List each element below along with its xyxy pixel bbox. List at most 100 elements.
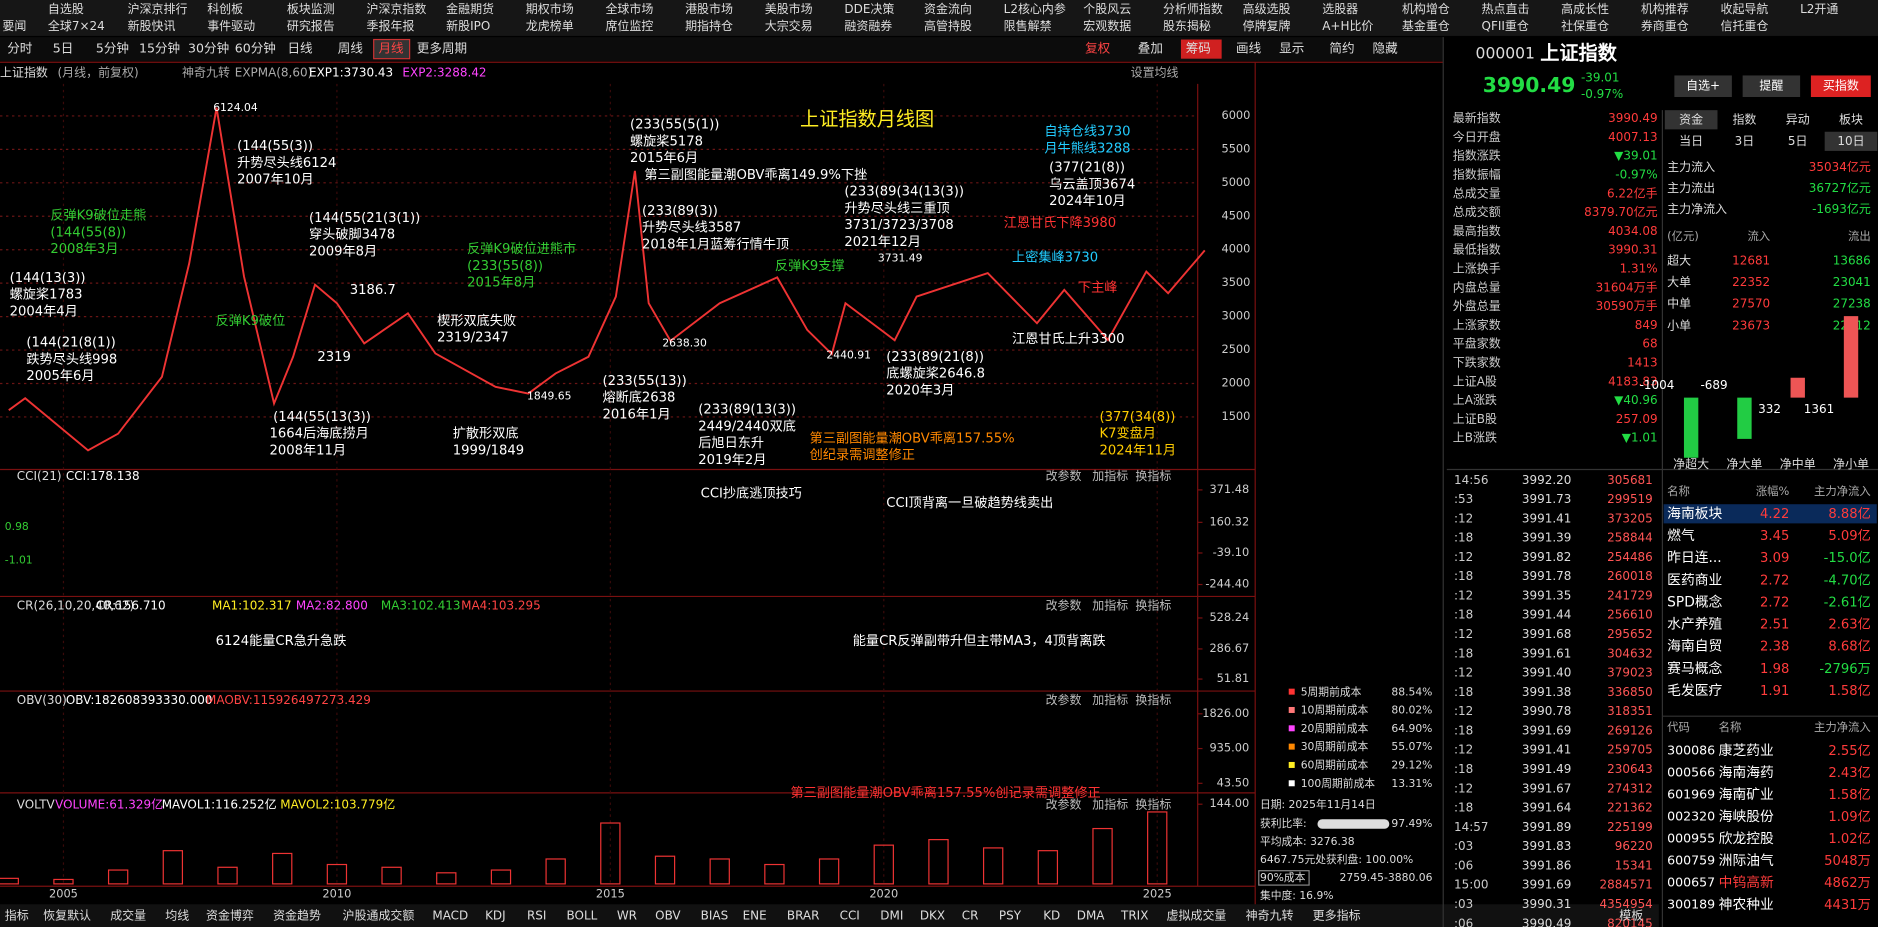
indicator-tab[interactable]: 神奇九转 xyxy=(1246,908,1294,923)
panel-tool[interactable]: 换指标 xyxy=(1135,598,1171,613)
menu-item[interactable]: 限售解禁 xyxy=(1004,18,1052,33)
sector-name[interactable]: SPD概念 xyxy=(1667,593,1722,610)
menu-item[interactable]: 事件驱动 xyxy=(207,19,255,33)
sector-name[interactable]: 水产养殖 xyxy=(1667,616,1722,633)
menu-item[interactable]: L2核心内参 xyxy=(1004,1,1066,16)
button[interactable]: 自选+ xyxy=(1686,79,1720,93)
menu-item[interactable]: 分析师指数 xyxy=(1163,1,1223,16)
indicator-tab[interactable]: BOLL xyxy=(567,909,598,923)
panel-tool[interactable]: 改参数 xyxy=(1046,598,1082,613)
menu-item[interactable]: L2开通 xyxy=(1800,2,1838,16)
indicator-tab[interactable]: RSI xyxy=(527,909,546,923)
sector-name[interactable]: 毛发医疗 xyxy=(1667,683,1722,699)
period-tab[interactable]: 更多周期 xyxy=(417,41,467,56)
panel-tool[interactable]: 加指标 xyxy=(1092,468,1128,483)
menu-item[interactable]: A+H比价 xyxy=(1322,19,1373,33)
menu-item[interactable]: 科创板 xyxy=(207,2,243,16)
indicator-tab[interactable]: WR xyxy=(617,909,637,923)
indicator-tab[interactable]: OBV xyxy=(655,909,681,923)
sector-name[interactable]: 海南自贸 xyxy=(1667,639,1722,655)
menu-item[interactable]: 高管持股 xyxy=(924,18,972,33)
indicator-tab[interactable]: KDJ xyxy=(485,909,506,923)
indicator-tab[interactable]: CR xyxy=(962,909,979,923)
menu-item[interactable]: 社保重仓 xyxy=(1561,18,1609,33)
period-tab[interactable]: 分时 xyxy=(7,41,33,56)
menu-item[interactable]: 停牌复牌 xyxy=(1243,18,1291,33)
stock-name[interactable]: 海南矿业 xyxy=(1719,787,1774,803)
indicator-tab[interactable]: DMA xyxy=(1077,909,1106,923)
stock-code[interactable]: 300086 xyxy=(1667,742,1715,757)
menu-item[interactable]: 股东揭秘 xyxy=(1163,18,1211,33)
stock-name[interactable]: 康芝药业 xyxy=(1719,742,1774,759)
menu-item[interactable]: 新股IPO xyxy=(446,18,490,33)
panel-tool[interactable]: 加指标 xyxy=(1092,598,1128,613)
stock-code[interactable]: 000955 xyxy=(1667,831,1715,846)
flow-tab[interactable]: 异动 xyxy=(1786,112,1810,126)
tool-button[interactable]: 画线 xyxy=(1236,41,1262,56)
sector-name[interactable]: 海南板块 xyxy=(1667,506,1722,522)
indicator-tab[interactable]: 资金趋势 xyxy=(273,908,321,923)
flow-period[interactable]: 5日 xyxy=(1788,134,1808,148)
tool-button[interactable]: 筹码 xyxy=(1186,41,1211,56)
menu-item[interactable]: 高成长性 xyxy=(1561,1,1609,16)
indicator-tab[interactable]: CCI xyxy=(840,909,860,923)
stock-code[interactable]: 000657 xyxy=(1667,875,1715,890)
menu-item[interactable]: 沪深京排行 xyxy=(128,2,188,16)
sector-name[interactable]: 医药商业 xyxy=(1667,572,1722,588)
menu-item[interactable]: 要闻 xyxy=(2,19,26,33)
setting-link[interactable]: 设置均线 xyxy=(1131,66,1179,80)
period-tab[interactable]: 5分钟 xyxy=(96,41,129,56)
menu-item[interactable]: 金融期货 xyxy=(446,1,494,16)
tool-button[interactable]: 叠加 xyxy=(1138,41,1163,56)
indicator-tab[interactable]: DKX xyxy=(920,909,945,923)
panel-tool[interactable]: 加指标 xyxy=(1092,796,1128,811)
tool-button[interactable]: 复权 xyxy=(1085,41,1111,56)
menu-item[interactable]: 龙虎榜单 xyxy=(526,18,574,33)
panel-tool[interactable]: 改参数 xyxy=(1046,796,1082,811)
indicator-tab[interactable]: DMI xyxy=(880,909,903,923)
flow-period[interactable]: 10日 xyxy=(1837,134,1864,148)
flow-period[interactable]: 3日 xyxy=(1735,134,1755,148)
menu-item[interactable]: 选股器 xyxy=(1322,2,1358,16)
menu-item[interactable]: 机构增仓 xyxy=(1402,1,1450,16)
indicator-tab[interactable]: 指标 xyxy=(5,908,29,923)
sector-name[interactable]: 赛马概念 xyxy=(1667,660,1722,677)
stock-code[interactable]: 000566 xyxy=(1667,764,1715,779)
menu-item[interactable]: QFII重仓 xyxy=(1482,19,1529,33)
menu-item[interactable]: 席位监控 xyxy=(605,18,653,33)
indicator-tab[interactable]: BIAS xyxy=(701,909,729,923)
indicator-tab[interactable]: 恢复默认 xyxy=(43,908,91,923)
menu-item[interactable]: DDE决策 xyxy=(844,2,894,16)
period-tab[interactable]: 30分钟 xyxy=(188,41,229,56)
stock-code[interactable]: 002320 xyxy=(1667,809,1715,824)
indicator-tab[interactable]: BRAR xyxy=(787,909,820,923)
indicator-tab[interactable]: 成交量 xyxy=(110,908,146,923)
panel-tool[interactable]: 改参数 xyxy=(1046,468,1082,483)
menu-item[interactable]: 季报年报 xyxy=(367,18,415,33)
menu-item[interactable]: 高级选股 xyxy=(1243,1,1291,16)
indicator-tab[interactable]: PSY xyxy=(999,909,1022,923)
stock-code[interactable]: 601969 xyxy=(1667,787,1715,802)
indicator-tab[interactable]: 均线 xyxy=(165,909,189,923)
panel-tool[interactable]: 换指标 xyxy=(1135,692,1171,707)
menu-item[interactable]: 信托重仓 xyxy=(1720,19,1768,33)
menu-item[interactable]: 新股快讯 xyxy=(128,18,176,33)
menu-item[interactable]: 全球7×24 xyxy=(48,18,105,33)
panel-tool[interactable]: 加指标 xyxy=(1092,692,1128,707)
stock-name[interactable]: 洲际油气 xyxy=(1719,853,1774,869)
flow-period[interactable]: 当日 xyxy=(1679,134,1703,148)
menu-item[interactable]: 沪深京指数 xyxy=(367,1,427,16)
stock-name[interactable]: 欣龙控股 xyxy=(1719,831,1774,847)
sector-name[interactable]: 燃气 xyxy=(1667,527,1695,544)
indicator-tab[interactable]: 虚拟成交量 xyxy=(1167,908,1227,923)
stock-name[interactable]: 海南海药 xyxy=(1719,765,1774,781)
menu-item[interactable]: 板块监测 xyxy=(287,2,335,16)
sector-name[interactable]: 昨日连... xyxy=(1667,550,1721,566)
indicator-tab[interactable]: 沪股通成交额 xyxy=(343,908,415,923)
panel-tool[interactable]: 换指标 xyxy=(1135,468,1171,483)
stock-name[interactable]: 神农种业 xyxy=(1719,897,1774,913)
stock-code[interactable]: 600759 xyxy=(1667,853,1715,868)
menu-item[interactable]: 全球市场 xyxy=(605,1,653,16)
tool-button[interactable]: 显示 xyxy=(1279,41,1304,56)
menu-item[interactable]: 期指持仓 xyxy=(685,18,733,33)
